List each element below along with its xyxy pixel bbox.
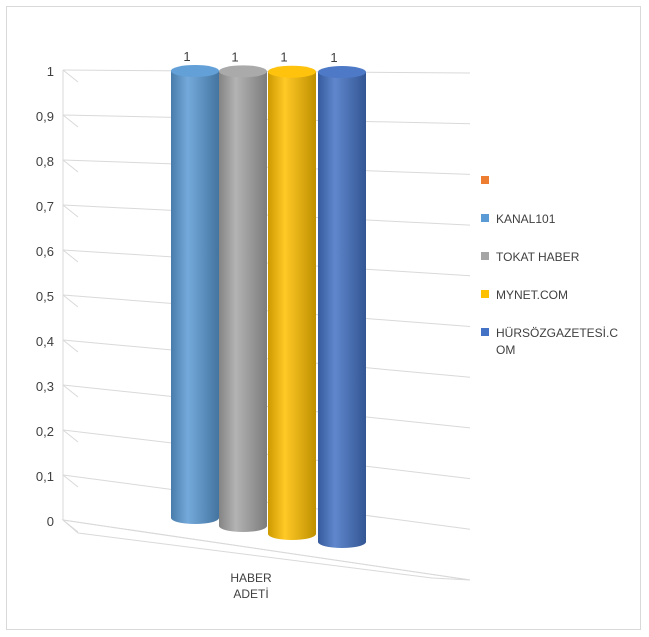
bar-cylinder-top	[318, 66, 366, 79]
category-label: HABER ADETİ	[230, 571, 272, 601]
y-tick-label: 0,3	[36, 379, 54, 394]
bar-cylinder-body	[268, 71, 316, 540]
bar-cylinder-body	[171, 70, 219, 525]
bar-cylinder-body	[318, 72, 366, 548]
legend: KANAL101 TOKAT HABER MYNET.COM HÜRSÖZGAZETE…	[481, 176, 618, 357]
legend-item: KANAL101	[481, 212, 556, 226]
data-label: 1	[280, 50, 287, 65]
legend-swatch	[481, 328, 489, 336]
legend-swatch	[481, 290, 489, 298]
legend-label-line: TOKAT HABER	[496, 250, 580, 264]
gridline-depth	[62, 519, 79, 533]
legend-item: MYNET.COM	[481, 288, 568, 302]
legend-label: HÜRSÖZGAZETESİ.C OM	[496, 326, 618, 357]
legend-label-line: OM	[496, 343, 515, 357]
legend-item	[481, 176, 489, 184]
category-label-line: HABER	[230, 571, 272, 585]
gridline-depth	[62, 339, 79, 353]
data-labels: 1 1 1 1	[183, 49, 337, 65]
data-label: 1	[183, 49, 190, 64]
y-tick-label: 0,5	[36, 289, 54, 304]
category-axis: HABER ADETİ	[230, 571, 272, 601]
bar-cylinder-top	[171, 64, 219, 77]
data-label: 1	[231, 49, 238, 64]
legend-item: HÜRSÖZGAZETESİ.C OM	[481, 326, 618, 357]
gridline-depth	[62, 204, 79, 218]
y-axis-ticks: 0 0,1 0,2 0,3 0,4 0,5 0,6 0,7 0,8 0,9 1	[36, 64, 54, 529]
gridline-depth	[62, 429, 79, 443]
legend-label: MYNET.COM	[496, 288, 568, 302]
legend-item: TOKAT HABER	[481, 250, 580, 264]
data-label: 1	[330, 50, 337, 65]
category-label-line: ADETİ	[233, 587, 268, 601]
gridline	[62, 519, 471, 581]
gridline-depth	[62, 384, 79, 398]
bar-cylinder-top	[219, 65, 267, 78]
legend-swatch	[481, 214, 489, 222]
y-tick-label: 0,4	[36, 334, 54, 349]
legend-label-line: KANAL101	[496, 212, 556, 226]
legend-label-line: MYNET.COM	[496, 288, 568, 302]
gridline-depth	[62, 159, 79, 173]
legend-swatch	[481, 252, 489, 260]
y-tick-label: 0	[47, 514, 54, 529]
bar-cylinder-body	[219, 71, 267, 532]
legend-label-line: HÜRSÖZGAZETESİ.C	[496, 326, 618, 340]
gridline-depth	[62, 69, 79, 83]
y-tick-label: 0,6	[36, 244, 54, 259]
y-tick-label: 0,8	[36, 154, 54, 169]
bar-cylinder-top	[268, 65, 316, 78]
legend-label: TOKAT HABER	[496, 250, 580, 264]
y-tick-label: 0,9	[36, 109, 54, 124]
legend-label: KANAL101	[496, 212, 556, 226]
gridline-depth	[62, 294, 79, 308]
legend-swatch	[481, 176, 489, 184]
bars	[171, 64, 366, 548]
y-tick-label: 0,7	[36, 199, 54, 214]
y-tick-label: 1	[47, 64, 54, 79]
gridline-depth	[62, 249, 79, 263]
gridline-depth	[62, 474, 79, 488]
gridline-depth	[62, 114, 79, 128]
y-tick-label: 0,2	[36, 424, 54, 439]
y-tick-label: 0,1	[36, 469, 54, 484]
